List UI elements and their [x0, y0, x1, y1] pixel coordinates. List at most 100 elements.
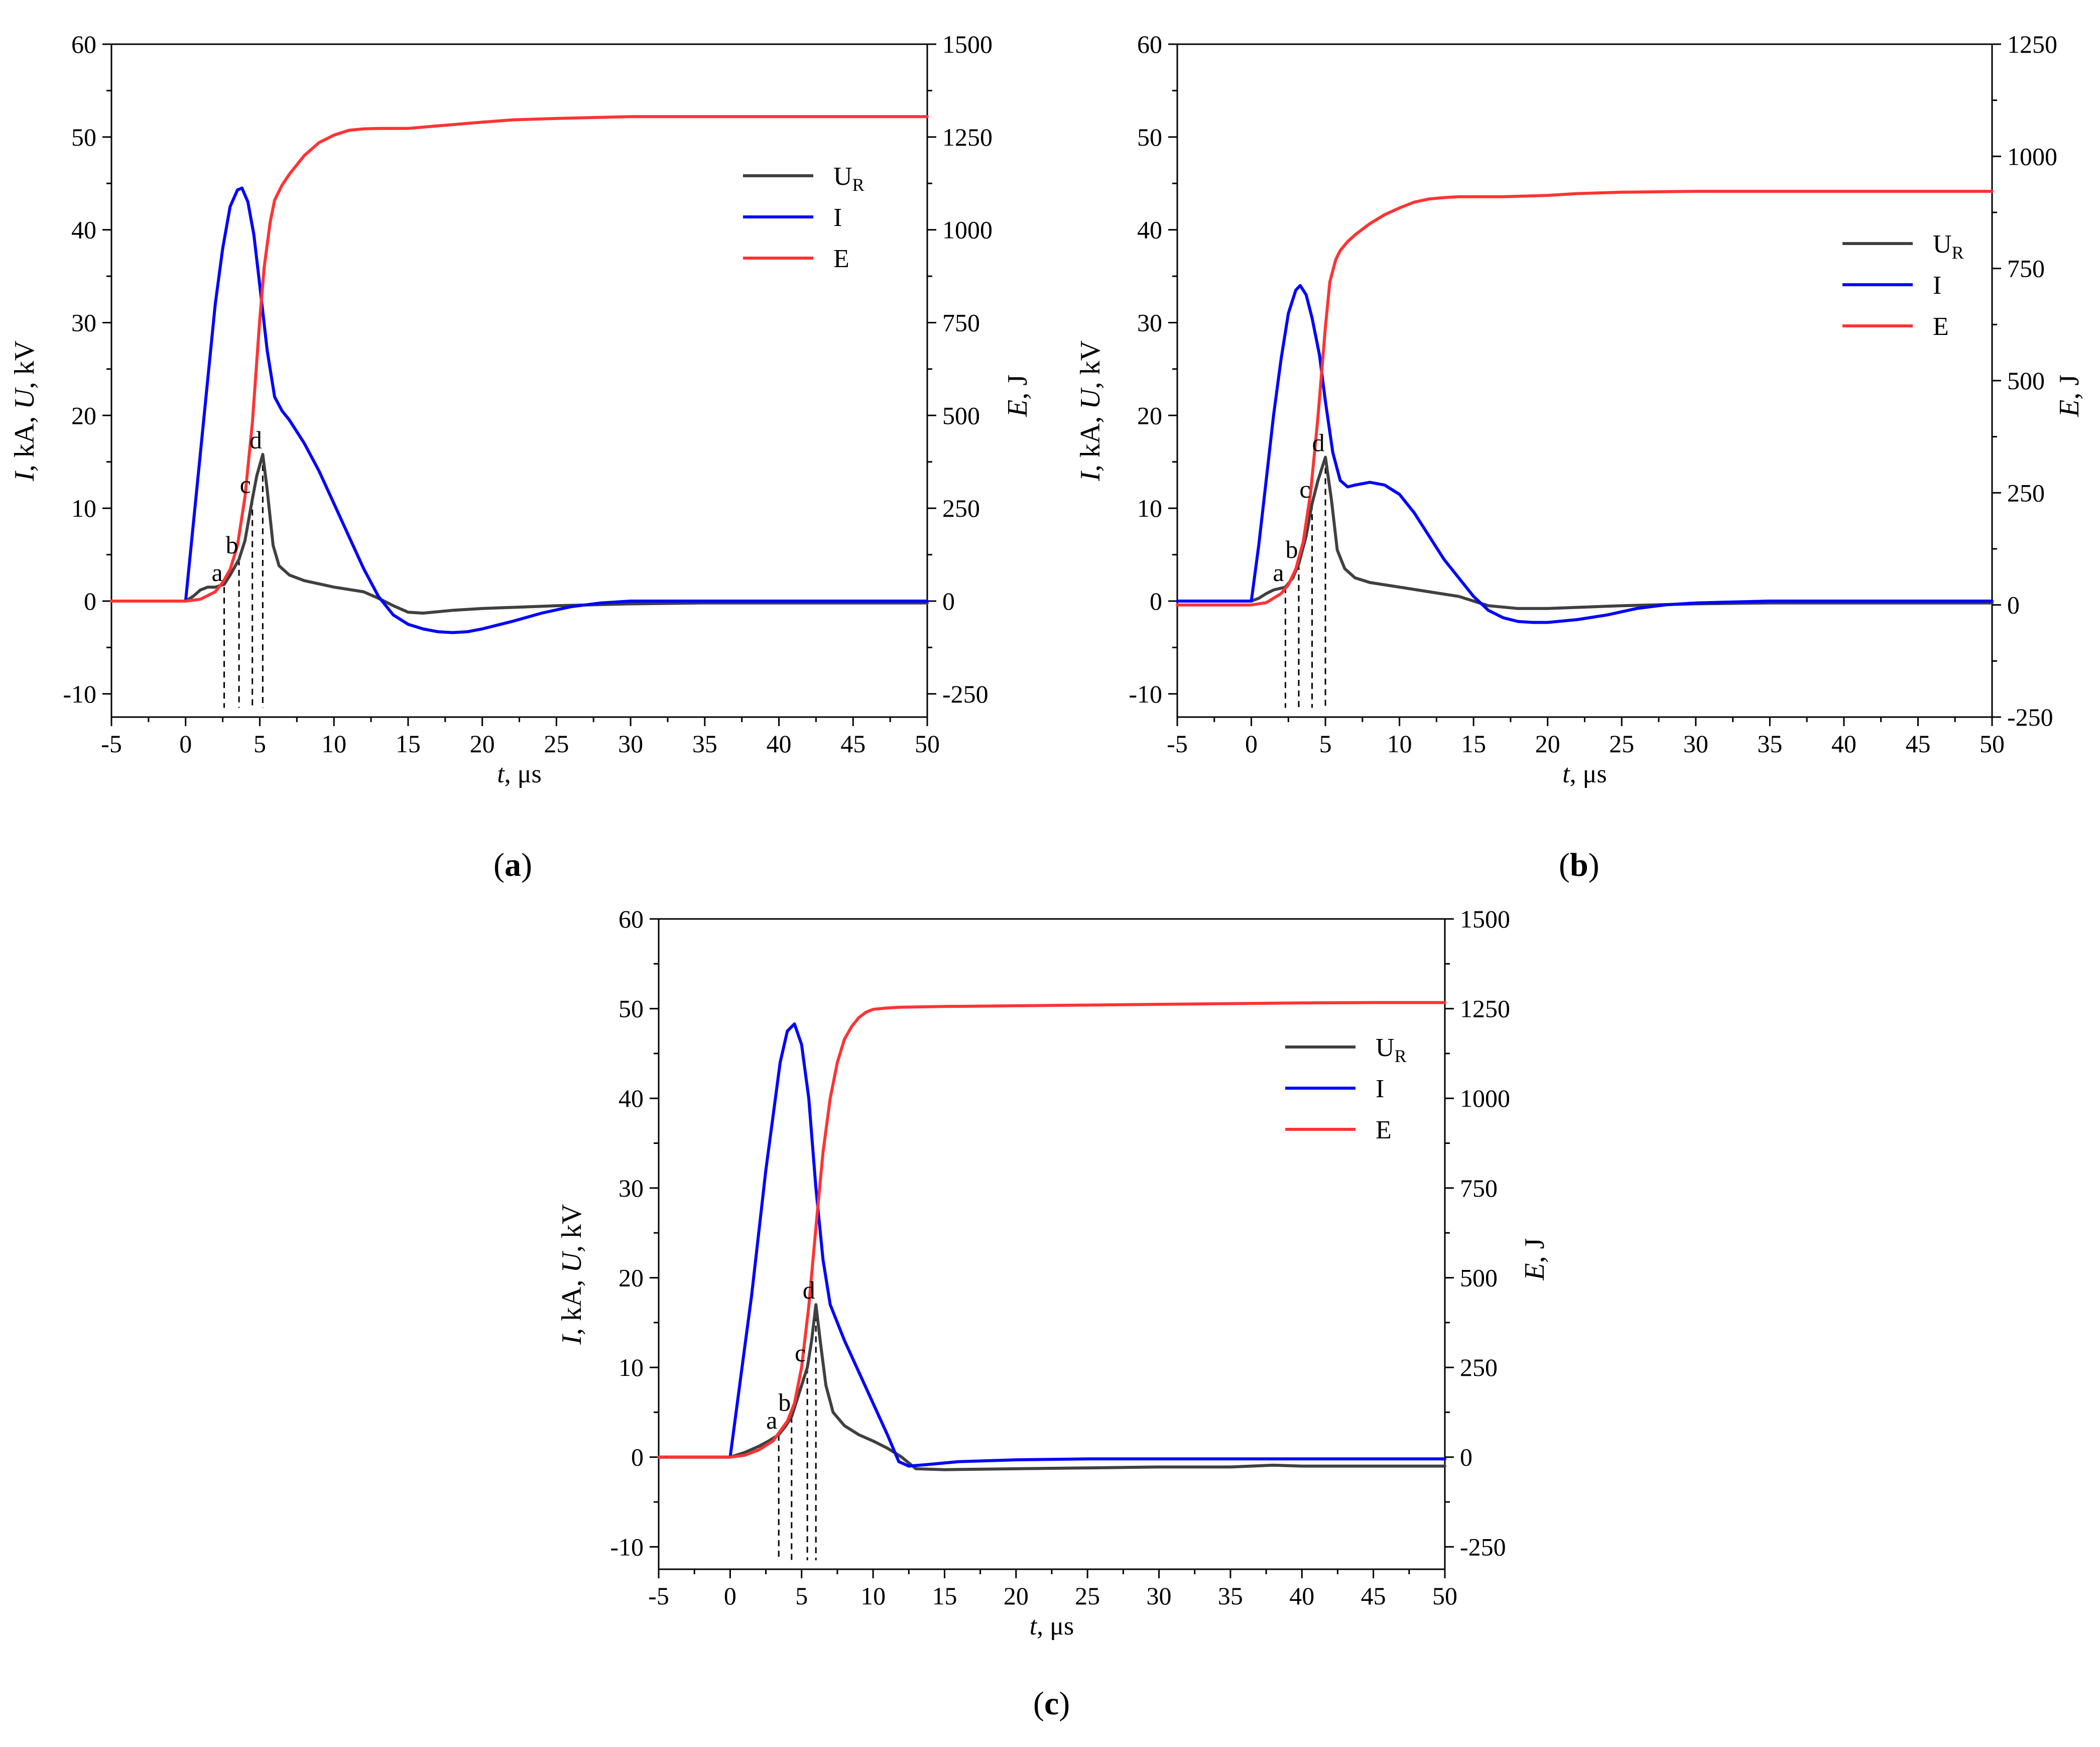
marker-label-c: c [1299, 475, 1310, 503]
chart-panel-c: -5 0 5 10 15 20 25 30 35 40 45 50 -10 0 10 20 30 40 50 60 -2… [556, 905, 1550, 1641]
x-tick-label: 25 [1609, 730, 1634, 758]
x-tick-label: 5 [1319, 730, 1332, 758]
y-right-tick-label: 1000 [942, 216, 993, 244]
marker-label-d: d [1312, 428, 1325, 456]
x-tick-label: 10 [860, 1582, 886, 1610]
y-left-tick-label: 0 [631, 1443, 644, 1471]
x-tick-label: 15 [932, 1582, 957, 1610]
y-left-tick-label: 0 [1150, 587, 1162, 615]
x-tick-label: 30 [1683, 730, 1708, 758]
marker-label-a: a [1273, 558, 1284, 587]
y-right-tick-label: -250 [2007, 703, 2053, 731]
x-tick-label: 35 [1218, 1582, 1243, 1610]
x-tick-label: 45 [1905, 730, 1930, 758]
series-line-UR [110, 452, 929, 615]
legend-label-I: I [1376, 1075, 1384, 1103]
y-left-tick-label: 60 [71, 30, 96, 58]
y-left-tick-label: -10 [63, 680, 96, 708]
marker-label-d: d [250, 426, 262, 454]
x-tick-label: 35 [692, 730, 717, 758]
x-axis-label: t, μs [497, 760, 542, 788]
series-line-E [1176, 190, 1994, 607]
y-right-tick-label: 500 [1460, 1263, 1498, 1292]
y-left-axis-label: I, kA, U, kV [1075, 340, 1106, 482]
y-left-tick-label: 30 [619, 1174, 644, 1202]
y-right-axis-label: E, J [2054, 375, 2085, 417]
y-right-tick-label: -250 [942, 680, 989, 708]
y-left-tick-label: 60 [619, 905, 644, 933]
y-left-tick-label: 30 [71, 308, 96, 336]
y-left-tick-label: 50 [1137, 123, 1162, 151]
y-right-tick-label: 1000 [2007, 142, 2057, 170]
x-tick-label: 30 [618, 730, 643, 758]
y-left-tick-label: 10 [71, 494, 96, 522]
y-right-tick-label: 750 [1460, 1174, 1498, 1202]
series-line-E [110, 115, 929, 603]
marker-label-a: a [766, 1406, 777, 1434]
marker-label-d: d [803, 1276, 815, 1304]
x-tick-label: 0 [179, 730, 192, 758]
legend-label-UR: UR [833, 162, 864, 195]
series-line-UR [657, 1303, 1446, 1471]
y-left-tick-label: 20 [1137, 401, 1162, 429]
panel-label-c: (c) [1033, 1685, 1070, 1722]
y-right-tick-label: 1250 [2007, 30, 2057, 58]
y-right-tick-label: 750 [942, 308, 980, 336]
marker-label-b: b [778, 1388, 791, 1416]
y-right-tick-label: 1250 [1460, 995, 1510, 1023]
x-tick-label: 50 [1980, 730, 2005, 758]
x-tick-label: 45 [1361, 1582, 1386, 1610]
y-left-tick-label: 20 [71, 401, 96, 429]
y-right-tick-label: 0 [1460, 1443, 1472, 1471]
y-left-tick-label: 30 [1137, 308, 1162, 336]
y-left-tick-label: 10 [619, 1353, 644, 1381]
y-right-tick-label: 1250 [942, 123, 993, 151]
legend-label-UR: UR [1933, 230, 1964, 263]
y-left-tick-label: 60 [1137, 30, 1162, 58]
x-tick-label: 5 [254, 730, 266, 758]
y-right-tick-label: 0 [2007, 591, 2020, 619]
panel-label-b: (b) [1559, 847, 1599, 883]
y-left-tick-label: 50 [619, 995, 644, 1023]
y-left-tick-label: 40 [71, 216, 96, 244]
y-left-tick-label: -10 [610, 1533, 644, 1561]
x-tick-label: 15 [1461, 730, 1486, 758]
chart-panel-a: -5 0 5 10 15 20 25 30 35 40 45 50 -10 0 10 20 30 40 50 60 -2… [9, 30, 1033, 788]
y-right-axis-label: E, J [1002, 375, 1033, 417]
y-right-tick-label: 0 [942, 587, 955, 615]
y-right-tick-label: 1000 [1460, 1084, 1510, 1112]
x-tick-label: -5 [101, 730, 122, 758]
y-right-tick-label: 250 [1460, 1353, 1498, 1381]
x-tick-label: 25 [1075, 1582, 1100, 1610]
legend-label-E: E [1376, 1116, 1392, 1144]
y-right-tick-label: 500 [942, 401, 980, 429]
y-left-axis-label: I, kA, U, kV [9, 340, 40, 482]
y-right-tick-label: 1500 [1460, 905, 1510, 933]
legend-label-E: E [1933, 312, 1949, 341]
legend-label-E: E [833, 245, 849, 273]
x-tick-label: 25 [544, 730, 569, 758]
y-right-tick-label: 250 [942, 494, 980, 522]
marker-label-c: c [795, 1339, 806, 1367]
plot-frame [110, 43, 928, 718]
x-tick-label: 15 [396, 730, 421, 758]
x-tick-label: 20 [1535, 730, 1560, 758]
series-line-I [110, 186, 929, 634]
x-tick-label: 40 [1831, 730, 1857, 758]
y-left-axis-label: I, kA, U, kV [556, 1204, 587, 1345]
x-tick-label: -5 [648, 1582, 669, 1610]
x-tick-label: 40 [1289, 1582, 1314, 1610]
x-axis-label: t, μs [1562, 760, 1607, 788]
plot-frame [658, 918, 1446, 1570]
series-line-I [657, 1022, 1446, 1468]
panel-label-a: (a) [493, 847, 532, 883]
y-left-tick-label: 50 [71, 123, 96, 151]
y-right-tick-label: 750 [2007, 255, 2045, 283]
series-line-E [657, 1001, 1446, 1459]
x-tick-label: 50 [915, 730, 940, 758]
x-axis-label: t, μs [1030, 1612, 1074, 1641]
y-right-tick-label: -250 [1460, 1533, 1506, 1561]
x-tick-label: -5 [1167, 730, 1188, 758]
x-tick-label: 0 [1245, 730, 1258, 758]
